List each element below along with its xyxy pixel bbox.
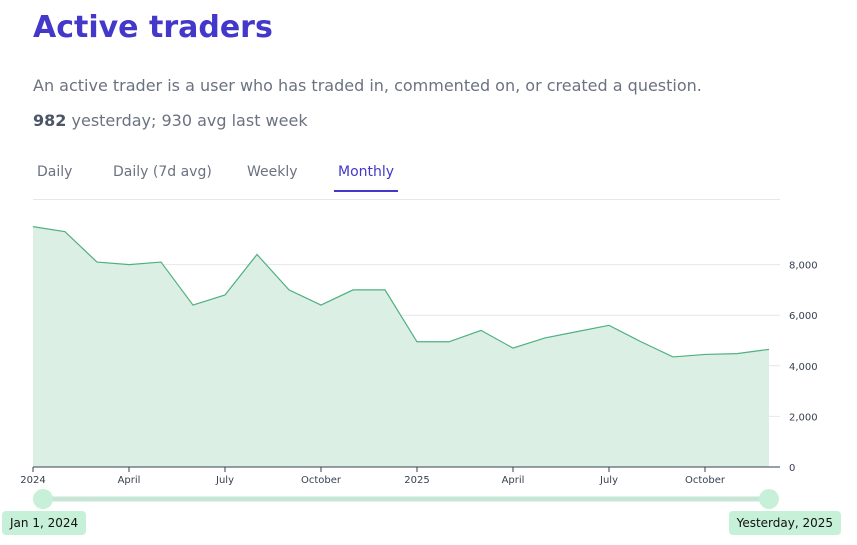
tab[interactable]: Monthly [334, 164, 399, 192]
slider-end-label: Yesterday, 2025 [728, 511, 841, 535]
y-tick-label: 4,000 [789, 362, 818, 373]
slider-handle[interactable] [33, 489, 53, 509]
y-tick-label: 8,000 [789, 261, 818, 272]
slider-handle[interactable] [759, 489, 779, 509]
x-tick-label: October [301, 475, 342, 486]
x-tick-label: April [118, 475, 141, 486]
stat: 982 yesterday; 930 avg last week [33, 111, 308, 130]
stat-text: yesterday; 930 avg last week [71, 111, 308, 130]
tab[interactable]: Daily (7d avg) [113, 164, 212, 180]
y-tick-label: 0 [789, 463, 795, 474]
stat-value: 982 [33, 111, 67, 130]
line [32, 226, 770, 358]
y-tick-label: 6,000 [789, 311, 818, 322]
title: Active traders [33, 10, 273, 45]
slider-start-label: Jan 1, 2024 [2, 511, 87, 535]
tab[interactable]: Weekly [247, 164, 298, 180]
tab[interactable]: Daily [37, 164, 73, 180]
description: An active trader is a user who has trade… [33, 76, 702, 95]
x-tick-label: 2025 [404, 475, 429, 486]
area [33, 226, 769, 467]
tab-divider [33, 199, 780, 200]
x-tick-label: 2024 [20, 475, 45, 486]
x-tick-label: October [685, 475, 726, 486]
x-tick-label: July [599, 475, 618, 486]
x-tick-label: April [502, 475, 525, 486]
x-tick-label: July [215, 475, 234, 486]
y-tick-label: 2,000 [789, 412, 818, 423]
